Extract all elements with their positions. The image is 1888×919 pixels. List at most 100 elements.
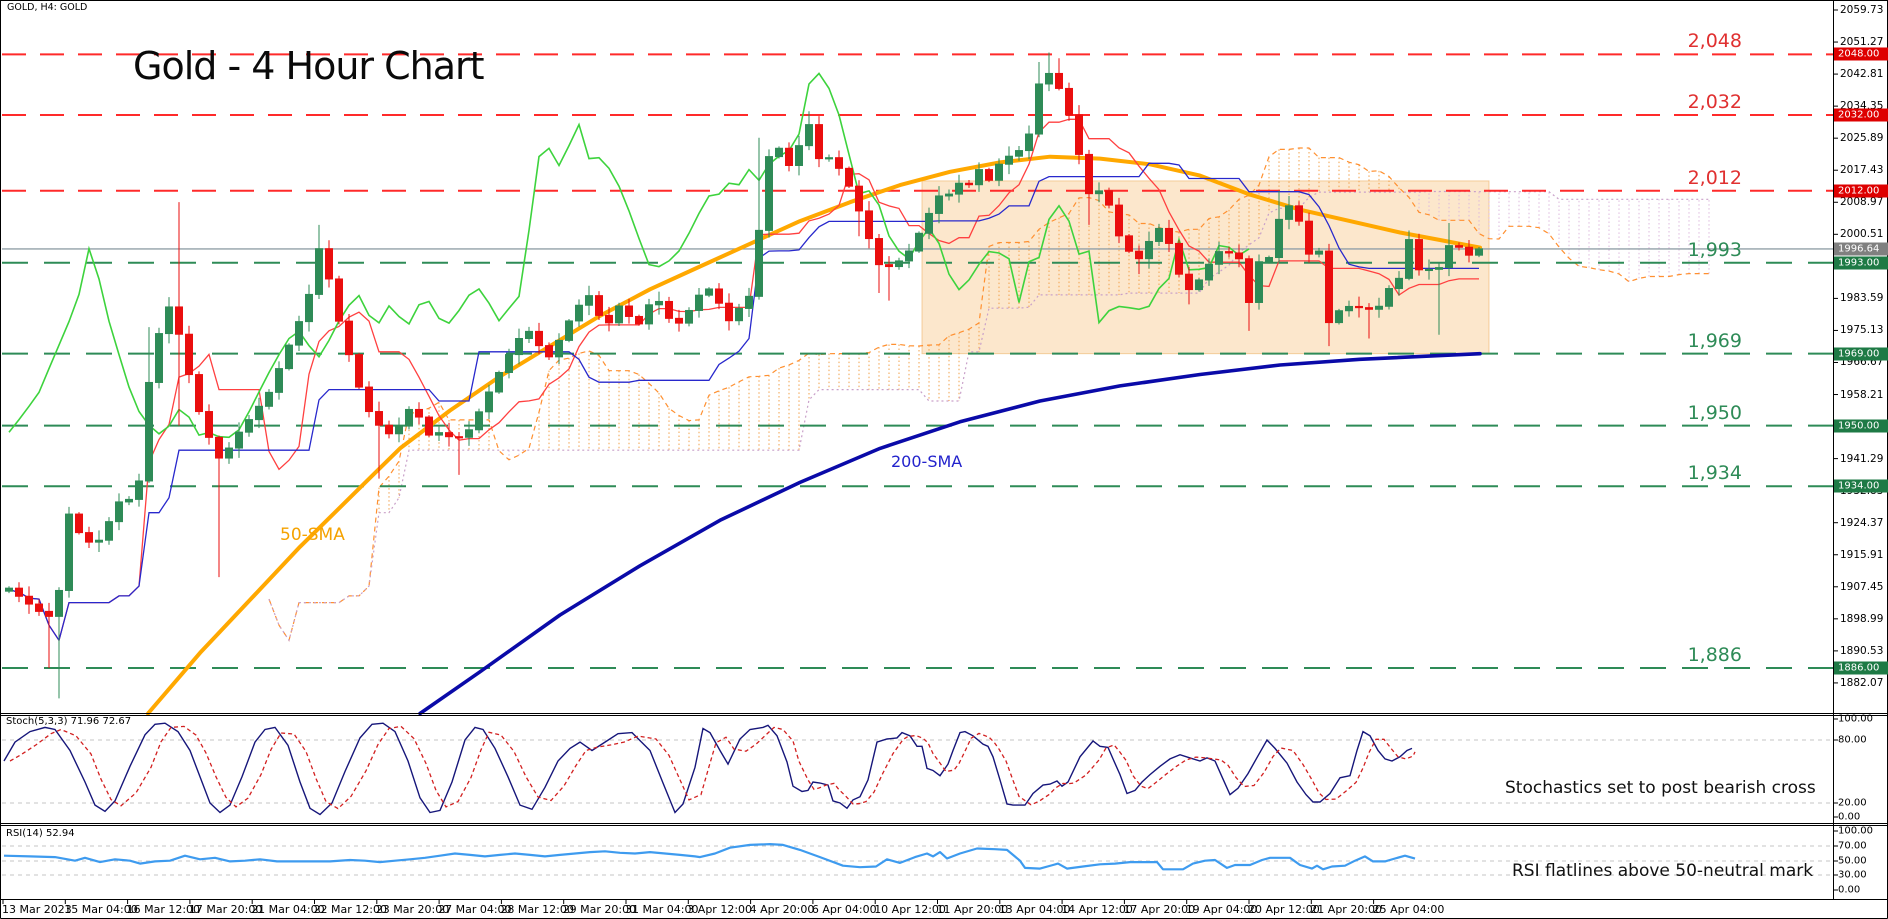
bull-candle — [225, 447, 233, 459]
bull-candle — [315, 248, 323, 295]
bull-candle — [695, 294, 703, 311]
bear-candle — [965, 182, 973, 186]
price-badge-1996.64: 1996.64 — [1834, 242, 1888, 256]
bull-candle — [1155, 227, 1163, 242]
bear-candle — [815, 124, 823, 160]
price-badge-1934.00: 1934.00 — [1834, 479, 1888, 493]
bear-candle — [1305, 220, 1313, 255]
bull-candle — [1395, 277, 1403, 290]
resistance-label-2,012: 2,012 — [1687, 166, 1742, 189]
price-axis-tick: 1882.07 — [1840, 676, 1884, 689]
bull-candle — [65, 513, 73, 591]
bull-candle — [285, 344, 293, 370]
bear-candle — [455, 436, 463, 439]
bear-candle — [1465, 246, 1473, 256]
bull-candle — [1015, 150, 1023, 157]
bull-candle — [435, 432, 443, 436]
level-lines — [2, 53, 1833, 670]
bear-candle — [1235, 252, 1243, 260]
bull-candle — [755, 229, 763, 297]
candles — [5, 52, 1483, 699]
price-axis-tick: 1983.59 — [1840, 292, 1884, 305]
price-axis-tick: 1941.29 — [1840, 452, 1884, 465]
price-axis-tick: 2008.97 — [1840, 196, 1884, 209]
bear-candle — [665, 300, 673, 319]
date-axis-label: 15 Mar 04:00 — [64, 903, 138, 916]
price-axis-tick: 1924.37 — [1840, 516, 1884, 529]
bear-candle — [385, 424, 393, 435]
support-label-1,934: 1,934 — [1687, 462, 1742, 485]
date-axis-label: 31 Mar 04:00 — [625, 903, 699, 916]
bull-candle — [775, 147, 783, 158]
bear-candle — [1245, 258, 1253, 303]
date-axis-label: 4 Apr 20:00 — [749, 903, 815, 916]
bear-candle — [15, 587, 23, 597]
price-axis-tick: 2051.27 — [1840, 36, 1884, 49]
bull-candle — [655, 300, 663, 306]
bear-candle — [85, 532, 93, 543]
bull-candle — [515, 338, 523, 356]
chart-title: Gold - 4 Hour Chart — [133, 44, 485, 88]
bull-candle — [495, 371, 503, 393]
bull-candle — [1145, 240, 1153, 260]
bear-candle — [415, 408, 423, 418]
bear-candle — [1365, 307, 1373, 310]
bear-candle — [1325, 250, 1333, 324]
stoch-axis-tick: 80.00 — [1838, 734, 1867, 746]
bull-candle — [135, 480, 143, 500]
bull-candle — [165, 306, 173, 335]
sma50-label: 50-SMA — [280, 525, 345, 545]
bear-candle — [35, 603, 43, 612]
bull-candle — [155, 333, 163, 383]
date-axis-label: 29 Mar 20:00 — [562, 903, 637, 916]
bull-candle — [1205, 263, 1213, 281]
bull-candle — [1275, 218, 1283, 259]
bear-candle — [1085, 153, 1093, 195]
price-axis-tick: 1915.91 — [1840, 548, 1884, 561]
bull-candle — [1435, 267, 1443, 270]
bull-candle — [735, 307, 743, 322]
bear-candle — [595, 295, 603, 316]
bull-candle — [115, 501, 123, 523]
support-label-1,993: 1,993 — [1687, 238, 1742, 261]
bear-candle — [785, 147, 793, 166]
price-badge-1886.00: 1886.00 — [1834, 661, 1888, 675]
price-badge-2012.00: 2012.00 — [1834, 184, 1888, 198]
bull-candle — [1035, 83, 1043, 135]
bull-candle — [805, 124, 813, 147]
date-axis-label: 17 Mar 20:00 — [188, 903, 263, 916]
date-axis-label: 10 Apr 12:00 — [874, 903, 946, 916]
bear-candle — [1455, 245, 1463, 248]
bear-candle — [845, 167, 853, 187]
bear-candle — [45, 610, 53, 617]
bull-candle — [1005, 155, 1013, 165]
bull-candle — [305, 293, 313, 323]
bear-candle — [205, 411, 213, 438]
bear-candle — [1125, 235, 1133, 252]
bull-candle — [485, 391, 493, 413]
date-axis-label: 25 Apr 04:00 — [1372, 903, 1445, 916]
bull-candle — [295, 321, 303, 346]
bull-candle — [745, 295, 753, 309]
stoch-axis-tick: 0.00 — [1838, 811, 1861, 823]
stochastic-lines — [3, 722, 1416, 816]
bear-candle — [675, 317, 683, 324]
date-axis-label: 14 Apr 12:00 — [1061, 903, 1133, 916]
bear-candle — [445, 432, 453, 438]
bull-candle — [275, 368, 283, 393]
bull-candle — [565, 320, 573, 341]
panel-grids — [2, 739, 1833, 876]
bull-candle — [585, 295, 593, 306]
bull-candle — [1345, 305, 1353, 312]
date-axis-label: 23 Mar 20:00 — [375, 903, 450, 916]
bull-candle — [1385, 288, 1393, 307]
bull-candle — [935, 195, 943, 214]
bear-candle — [715, 288, 723, 304]
price-axis-tick: 1958.21 — [1840, 388, 1884, 401]
price-badge-2048.00: 2048.00 — [1834, 47, 1888, 61]
bull-candle — [1285, 205, 1293, 220]
price-badge-1993.00: 1993.00 — [1834, 256, 1888, 270]
bear-candle — [1135, 250, 1143, 260]
kijun-line — [8, 162, 1479, 642]
